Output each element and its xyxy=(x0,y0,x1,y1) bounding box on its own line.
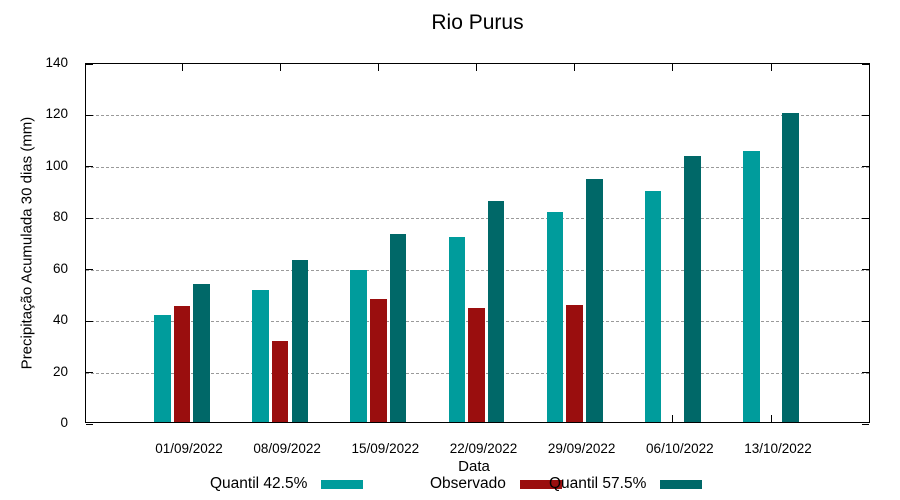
y-tick-mark xyxy=(862,320,869,322)
bar-quantil-42-5 xyxy=(350,270,367,422)
x-tick-mark xyxy=(476,64,477,71)
x-tick-label: 01/09/2022 xyxy=(155,441,223,456)
y-tick-mark xyxy=(86,166,93,168)
y-tick-label: 0 xyxy=(60,415,68,430)
x-tick-mark xyxy=(672,415,674,422)
bar-observado xyxy=(370,298,387,422)
gridline-y-120 xyxy=(86,115,869,117)
gridline-y-60 xyxy=(86,269,869,271)
y-tick-mark xyxy=(86,423,93,425)
y-tick-mark xyxy=(86,63,93,65)
legend-swatch-quantil-42-5 xyxy=(321,479,364,489)
y-tick-mark xyxy=(862,217,869,219)
legend-swatch-quantil-57-5 xyxy=(660,479,703,489)
plot-area xyxy=(85,63,870,425)
bar-quantil-42-5 xyxy=(644,190,662,422)
x-tick-mark xyxy=(181,64,183,71)
bar-quantil-57-5 xyxy=(193,284,210,422)
gridline-y-100 xyxy=(86,166,869,168)
x-tick-mark xyxy=(672,64,674,71)
legend-label: Quantil 57.5% xyxy=(549,475,647,492)
legend-swatch-observado xyxy=(519,479,562,489)
x-axis-label: Data xyxy=(458,458,490,475)
bar-quantil-57-5 xyxy=(586,179,603,422)
bar-quantil-57-5 xyxy=(782,113,799,422)
gridline-y-80 xyxy=(86,218,869,220)
y-tick-label: 60 xyxy=(52,260,68,276)
x-tick-mark xyxy=(279,64,281,71)
x-tick-mark xyxy=(377,64,379,71)
bar-quantil-42-5 xyxy=(546,212,564,422)
y-tick-mark xyxy=(862,269,869,271)
bar-observado xyxy=(566,305,583,422)
legend-label: Observado xyxy=(430,475,506,492)
bar-quantil-57-5 xyxy=(487,200,505,422)
x-tick-mark xyxy=(770,415,772,422)
y-tick-mark xyxy=(862,114,869,116)
legend-label: Quantil 42.5% xyxy=(210,475,308,492)
bar-observado xyxy=(468,307,485,422)
bar-quantil-57-5 xyxy=(291,260,309,422)
y-tick-mark xyxy=(862,166,869,168)
y-tick-mark xyxy=(86,114,93,116)
bar-quantil-42-5 xyxy=(154,315,171,422)
y-tick-label: 80 xyxy=(52,209,68,225)
x-tick-label: 15/09/2022 xyxy=(351,441,420,456)
bar-quantil-42-5 xyxy=(252,289,269,422)
bar-quantil-42-5 xyxy=(743,150,760,422)
y-tick-mark xyxy=(862,63,869,65)
y-tick-mark xyxy=(86,217,93,219)
x-tick-label: 22/09/2022 xyxy=(449,441,518,456)
legend-entry-quantil-42-5: Quantil 42.5% xyxy=(210,475,364,492)
bar-quantil-42-5 xyxy=(448,236,466,422)
y-tick-label: 120 xyxy=(45,106,68,122)
y-tick-mark xyxy=(86,269,93,271)
y-tick-mark xyxy=(862,372,869,374)
chart-title: Rio Purus xyxy=(431,11,524,34)
y-tick-mark xyxy=(86,320,93,322)
x-tick-label: 29/09/2022 xyxy=(547,441,616,456)
bar-observado xyxy=(173,306,191,422)
y-tick-mark xyxy=(862,423,869,425)
x-tick-mark xyxy=(574,64,576,71)
y-tick-label: 40 xyxy=(52,312,68,328)
x-tick-label: 13/10/2022 xyxy=(744,441,812,456)
y-tick-label: 140 xyxy=(45,55,68,70)
bar-quantil-57-5 xyxy=(684,155,701,422)
x-tick-mark xyxy=(770,64,772,71)
x-tick-label: 08/09/2022 xyxy=(253,441,321,456)
y-axis-label: Precipitação Acumulada 30 dias (mm) xyxy=(18,116,36,370)
bar-quantil-57-5 xyxy=(389,234,407,422)
y-tick-label: 20 xyxy=(52,363,68,379)
x-tick-label: 06/10/2022 xyxy=(646,441,714,456)
y-tick-label: 100 xyxy=(45,157,68,173)
legend-entry-observado: Observado xyxy=(430,476,562,492)
y-tick-mark xyxy=(86,372,93,374)
bar-observado xyxy=(271,341,289,422)
legend-entry-quantil-57-5: Quantil 57.5% xyxy=(549,475,703,492)
